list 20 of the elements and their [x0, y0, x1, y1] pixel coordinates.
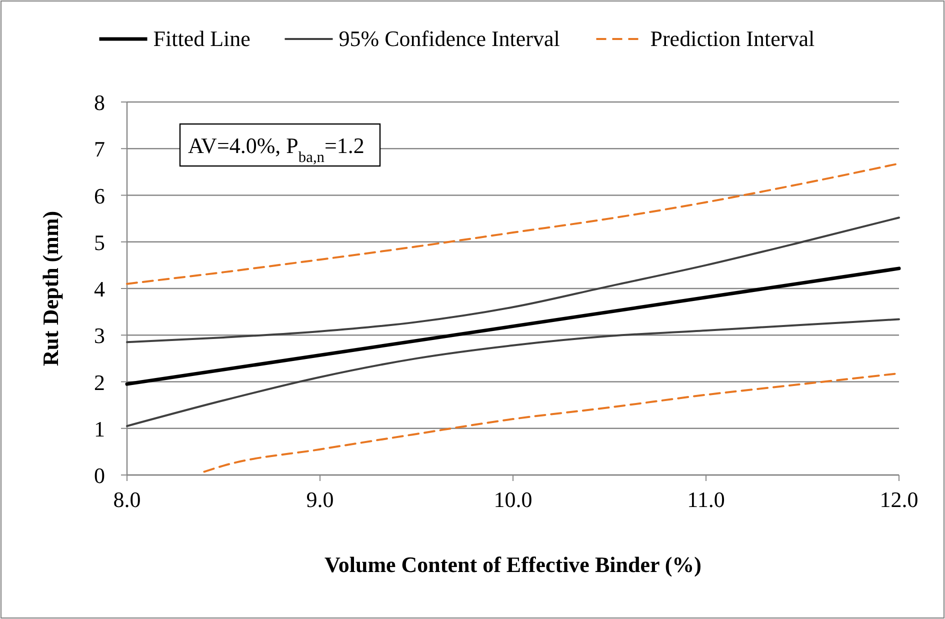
x-tick-label: 9.0 — [306, 487, 334, 512]
y-tick-label: 5 — [94, 230, 105, 255]
y-tick-label: 8 — [94, 90, 105, 115]
y-tick-label: 2 — [94, 370, 105, 395]
x-tick-label: 8.0 — [113, 487, 141, 512]
x-tick-label: 10.0 — [494, 487, 532, 512]
y-axis-title: Rut Depth (mm) — [38, 210, 63, 366]
y-tick-label: 3 — [94, 323, 105, 348]
legend-label: Prediction Interval — [650, 26, 815, 51]
annotation: AV=4.0%, P$_{ba,n}$=1.2 — [188, 133, 364, 166]
x-tick-label: 11.0 — [687, 487, 725, 512]
y-tick-label: 6 — [94, 183, 105, 208]
y-tick-label: 0 — [94, 463, 105, 488]
y-tick-label: 4 — [94, 276, 105, 302]
x-axis-title: Volume Content of Effective Binder (%) — [324, 552, 702, 577]
y-tick-label: 1 — [94, 416, 105, 442]
y-tick-label: 7 — [94, 136, 105, 162]
legend-label: Fitted Line — [153, 26, 250, 51]
legend-label: 95% Confidence Interval — [338, 26, 560, 51]
x-tick-label: 12.0 — [880, 487, 918, 512]
